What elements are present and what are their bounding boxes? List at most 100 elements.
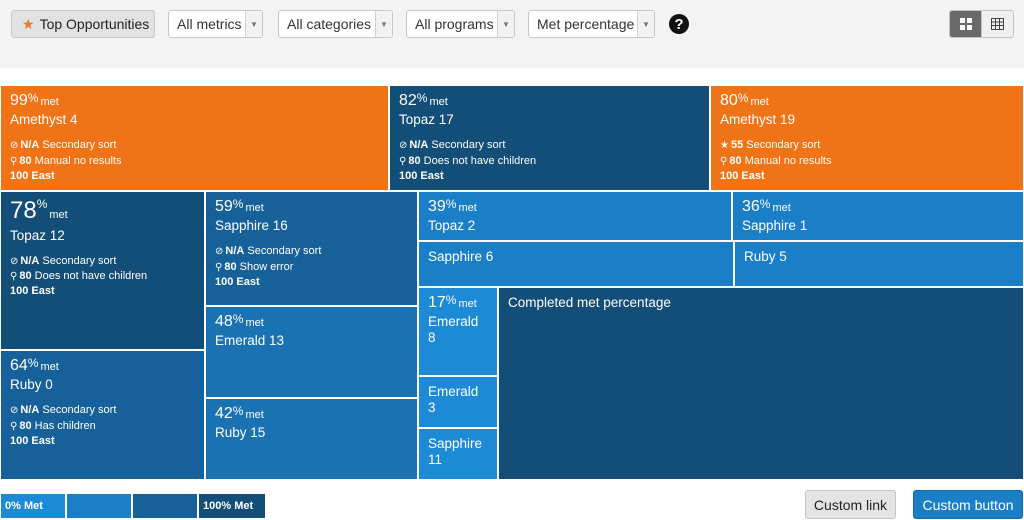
detail-row: ★ 55 Secondary sort [720, 139, 821, 152]
detail-icon: ⊘ [215, 246, 224, 258]
tile-name: Completed met percentage [508, 295, 671, 310]
tile-sapphire-1[interactable]: 36% met Sapphire 1 [732, 191, 1024, 241]
tile-details: ⊘ N/A Secondary sort ⚲ 80 Does not have chi… [399, 138, 700, 184]
metrics-select-value: All metrics [177, 16, 242, 32]
detail-icon: ⊘ [10, 255, 19, 267]
tile-name: Topaz 17 [399, 112, 454, 128]
detail-row: ⚲ 80 Manual no results [10, 154, 122, 167]
detail-row: 100 East [10, 169, 55, 182]
legend-swatch-100-met: 100% Met [199, 494, 265, 518]
detail-row: ⊘ N/A Secondary sort [10, 254, 117, 267]
tile-ruby-5[interactable]: Ruby 5 [734, 241, 1024, 287]
detail-row: ⚲ 80 Does not have children [10, 270, 148, 283]
tile-details: ⊘ N/A Secondary sort ⚲ 80 Show error 100 Eas… [215, 244, 408, 290]
grid-view-icon [959, 18, 972, 30]
chevron-down-icon: ▼ [375, 11, 392, 37]
tile-emerald-13[interactable]: 48% met Emerald 13 [205, 306, 418, 398]
legend-swatch-0-met: 0% Met [1, 494, 65, 518]
view-toggle [949, 10, 1014, 38]
tile-completed-met-percentage[interactable]: Completed met percentage [498, 287, 1024, 480]
tile-name: Sapphire 11 [428, 436, 483, 468]
custom-button[interactable]: Custom button [913, 490, 1023, 519]
toolbar: ★ Top Opportunities All metrics ▼ All ca… [0, 0, 1024, 68]
detail-icon: ★ [720, 140, 729, 152]
tile-sapphire-6[interactable]: Sapphire 6 [418, 241, 734, 287]
tile-sapphire-11[interactable]: Sapphire 11 [418, 428, 498, 480]
detail-row: ⊘ N/A Secondary sort [10, 404, 117, 417]
met-percentage: 17% met [428, 293, 477, 311]
detail-row: ⊘ N/A Secondary sort [10, 139, 117, 152]
met-percentage: 80% met [720, 91, 769, 109]
met-percentage: 59% met [215, 197, 264, 215]
chevron-down-icon: ▼ [497, 11, 514, 37]
met-percentage: 36% met [742, 197, 791, 215]
tile-name: Ruby 15 [215, 425, 266, 441]
detail-icon: ⚲ [399, 155, 407, 167]
tile-topaz-2[interactable]: 39% met Topaz 2 [418, 191, 732, 241]
metrics-select[interactable]: All metrics ▼ [168, 10, 263, 38]
legend-label: 0% Met [5, 500, 43, 512]
met-percentage: 42% met [215, 404, 264, 422]
detail-row: 100 East [720, 169, 765, 182]
color-legend: 0% Met 100% Met [1, 494, 267, 518]
chevron-down-icon: ▼ [245, 11, 262, 37]
tile-name: Sapphire 1 [742, 218, 808, 234]
programs-select[interactable]: All programs ▼ [406, 10, 515, 38]
detail-row: 100 East [10, 434, 55, 447]
detail-icon: ⚲ [215, 261, 223, 273]
tile-amethyst-19[interactable]: 80% met Amethyst 19 ★ 55 Secondary sort ⚲ 80 M… [710, 85, 1024, 191]
detail-row: 100 East [10, 285, 55, 298]
detail-icon: ⊘ [10, 405, 19, 417]
met-percentage: 78%met [10, 197, 68, 224]
tile-name: Sapphire 6 [428, 249, 494, 264]
custom-link-button[interactable]: Custom link [805, 490, 896, 519]
tile-topaz-12[interactable]: 78%met Topaz 12 ⊘ N/A Secondary sort ⚲ 80 Doe… [0, 191, 205, 350]
tile-amethyst-4[interactable]: 99% met Amethyst 4 ⊘ N/A Secondary sort ⚲ 80 M… [0, 85, 389, 191]
tile-details: ⊘ N/A Secondary sort ⚲ 80 Does not have chi… [10, 254, 195, 300]
grid-view-button[interactable] [950, 11, 982, 37]
tile-name: Emerald 8 [428, 314, 479, 346]
star-icon: ★ [22, 15, 35, 32]
detail-icon: ⊘ [10, 140, 19, 152]
tile-topaz-17[interactable]: 82% met Topaz 17 ⊘ N/A Secondary sort ⚲ 80 Doe… [389, 85, 710, 191]
legend-label: 100% Met [203, 500, 254, 512]
met-percentage: 48% met [215, 312, 264, 330]
detail-row: ⊘ N/A Secondary sort [215, 245, 322, 258]
sort-metric-select[interactable]: Met percentage ▼ [528, 10, 655, 38]
detail-icon: ⚲ [720, 155, 728, 167]
tile-emerald-8[interactable]: 17% met Emerald 8 [418, 287, 498, 376]
detail-row: ⚲ 80 Manual no results [720, 154, 832, 167]
tile-name: Ruby 0 [10, 377, 53, 393]
detail-row: ⚲ 80 Has children [10, 419, 96, 432]
detail-row: 100 East [215, 275, 260, 288]
legend-swatch [67, 494, 131, 518]
met-percentage: 82% met [399, 91, 448, 109]
tile-emerald-3[interactable]: Emerald 3 [418, 376, 498, 428]
tile-ruby-0[interactable]: 64% met Ruby 0 ⊘ N/A Secondary sort ⚲ 80 Has c… [0, 350, 205, 480]
treemap: 99% met Amethyst 4 ⊘ N/A Secondary sort ⚲ 80 M… [0, 85, 1024, 480]
tile-name: Emerald 13 [215, 333, 285, 349]
table-view-icon [991, 18, 1005, 30]
table-view-button[interactable] [981, 11, 1013, 37]
legend-swatch [133, 494, 197, 518]
detail-icon: ⊘ [399, 140, 408, 152]
met-percentage: 64% met [10, 356, 59, 374]
tile-sapphire-16[interactable]: 59% met Sapphire 16 ⊘ N/A Secondary sort ⚲ 80 … [205, 191, 418, 306]
detail-icon: ⚲ [10, 271, 18, 283]
top-opportunities-label: Top Opportunities [39, 16, 150, 32]
tile-name: Ruby 5 [744, 249, 787, 264]
tile-name: Amethyst 4 [10, 112, 78, 128]
detail-row: 100 East [399, 169, 444, 182]
categories-select[interactable]: All categories ▼ [278, 10, 393, 38]
tile-details: ⊘ N/A Secondary sort ⚲ 80 Has children 100 E… [10, 403, 195, 449]
tile-name: Sapphire 16 [215, 218, 288, 234]
tile-name: Topaz 2 [428, 218, 476, 234]
tile-details: ★ 55 Secondary sort ⚲ 80 Manual no results 1… [720, 138, 1014, 184]
top-opportunities-button[interactable]: ★ Top Opportunities [11, 10, 155, 38]
met-percentage: 99% met [10, 91, 59, 109]
tile-name: Amethyst 19 [720, 112, 796, 128]
tile-ruby-15[interactable]: 42% met Ruby 15 [205, 398, 418, 480]
help-icon[interactable]: ? [669, 14, 689, 34]
tile-name: Topaz 12 [10, 227, 65, 243]
detail-icon: ⚲ [10, 155, 18, 167]
